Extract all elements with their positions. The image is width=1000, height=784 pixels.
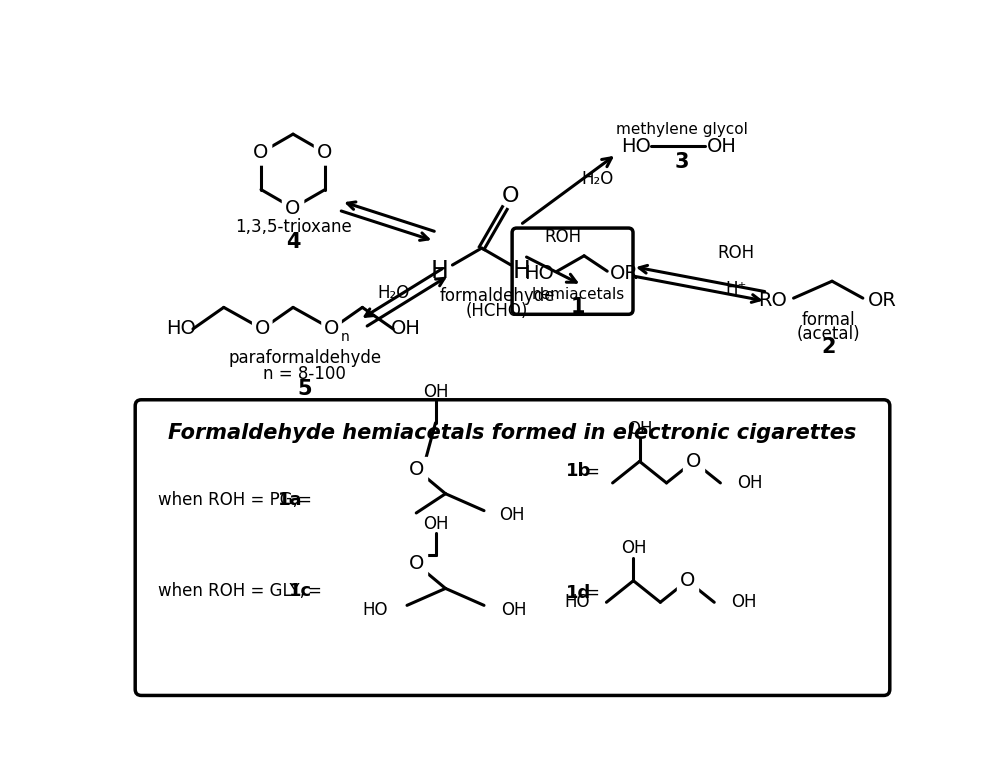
Text: O: O (502, 186, 520, 205)
Text: paraformaldehyde: paraformaldehyde (228, 349, 381, 367)
Text: H: H (513, 260, 531, 283)
Text: formal: formal (801, 310, 855, 328)
Text: O: O (409, 459, 424, 478)
Text: 1c: 1c (289, 582, 312, 600)
Text: OH: OH (423, 383, 448, 401)
Text: 1,3,5-trioxane: 1,3,5-trioxane (235, 217, 351, 235)
Text: O: O (317, 143, 333, 162)
Text: OR: OR (610, 264, 639, 283)
Text: 1: 1 (571, 297, 585, 318)
Text: RO: RO (758, 291, 787, 310)
Text: OR: OR (868, 291, 897, 310)
Text: O: O (255, 319, 270, 339)
Text: 4: 4 (286, 232, 300, 252)
FancyBboxPatch shape (512, 228, 633, 314)
Text: =: = (308, 582, 322, 600)
Text: n: n (341, 329, 350, 343)
Text: OH: OH (627, 420, 652, 438)
Text: OH: OH (391, 319, 421, 339)
Text: OH: OH (423, 515, 448, 533)
Text: =: = (585, 463, 599, 481)
Text: 1a: 1a (278, 491, 303, 509)
Text: 1b: 1b (566, 463, 592, 481)
Text: HO: HO (166, 319, 196, 339)
Text: 1d: 1d (566, 584, 592, 602)
Text: OH: OH (621, 539, 646, 557)
Text: O: O (409, 554, 424, 573)
Text: HO: HO (525, 264, 554, 283)
Text: O: O (285, 198, 301, 217)
Text: HO: HO (362, 601, 388, 619)
Text: OH: OH (707, 137, 737, 156)
Text: =: = (585, 584, 599, 602)
Text: 3: 3 (675, 152, 689, 172)
Text: methylene glycol: methylene glycol (616, 122, 748, 137)
Text: hemiacetals: hemiacetals (531, 287, 625, 302)
Text: H: H (430, 260, 448, 283)
Text: O: O (686, 452, 701, 471)
Text: O: O (324, 319, 339, 339)
Text: ROH: ROH (717, 245, 754, 263)
Text: n = 8-100: n = 8-100 (263, 365, 346, 383)
Text: 5: 5 (297, 379, 312, 399)
Text: =: = (297, 491, 311, 509)
Text: formaldehyde: formaldehyde (439, 287, 555, 305)
Text: O: O (253, 143, 269, 162)
FancyBboxPatch shape (135, 400, 890, 695)
Text: Formaldehyde hemiacetals formed in electronic cigarettes: Formaldehyde hemiacetals formed in elect… (168, 423, 857, 443)
Text: H⁺: H⁺ (725, 280, 746, 298)
Text: OH: OH (731, 593, 757, 612)
Text: OH: OH (737, 474, 763, 492)
Text: when ROH = PG,: when ROH = PG, (158, 491, 298, 509)
Text: H₂O: H₂O (377, 284, 409, 302)
Text: HO: HO (564, 593, 590, 612)
Text: HO: HO (621, 137, 651, 156)
Text: OH: OH (501, 601, 526, 619)
Text: OH: OH (499, 506, 525, 524)
Text: when ROH = GLY,: when ROH = GLY, (158, 582, 305, 600)
Text: 2: 2 (821, 337, 835, 358)
Text: O: O (680, 572, 695, 590)
Text: ROH: ROH (544, 227, 581, 245)
Text: (acetal): (acetal) (796, 325, 860, 343)
Text: H₂O: H₂O (581, 170, 613, 188)
Text: (HCHO): (HCHO) (466, 302, 528, 320)
